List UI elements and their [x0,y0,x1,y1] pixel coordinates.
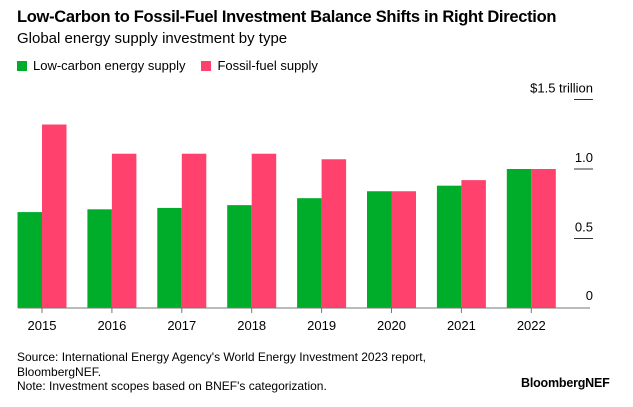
bar-low-carbon-2016 [87,209,112,308]
bar-fossil-fuel-2019 [321,159,347,308]
x-tick-label-2016: 2016 [97,318,126,333]
bar-low-carbon-2018 [227,205,252,308]
x-tick-label-2019: 2019 [307,318,336,333]
note-line: Note: Investment scopes based on BNEF's … [17,379,327,393]
bar-fossil-fuel-2021 [461,180,486,308]
bar-low-carbon-2021 [436,185,462,308]
y-tick-label-0.5: 0.5 [575,220,593,235]
legend-swatch-low-carbon [17,60,27,71]
bar-low-carbon-2017 [157,207,182,308]
legend-label-fossil-fuel: Fossil-fuel supply [217,58,318,73]
bar-fossil-fuel-2016 [111,153,137,308]
bar-low-carbon-2019 [297,198,322,308]
legend-item-low-carbon: Low-carbon energy supply [17,58,185,73]
bar-fossil-fuel-2022 [531,169,556,308]
chart-title: Low-Carbon to Fossil-Fuel Investment Bal… [17,8,557,26]
y-tick-label-0: 0 [586,288,593,303]
bar-fossil-fuel-2020 [391,191,416,308]
x-tick-label-2015: 2015 [28,318,57,333]
legend-swatch-fossil-fuel [201,60,212,71]
brand-logo: BloombergNEF [521,376,610,390]
footnotes: Source: International Energy Agency's Wo… [17,350,426,394]
x-tick-label-2021: 2021 [447,318,476,333]
bar-fossil-fuel-2017 [181,153,207,308]
bar-low-carbon-2015 [17,212,42,308]
legend: Low-carbon energy supply Fossil-fuel sup… [17,58,334,73]
bar-fossil-fuel-2018 [251,153,277,308]
legend-label-low-carbon: Low-carbon energy supply [33,58,186,73]
source-line-2: BloombergNEF. [17,364,102,379]
source-line-1: Source: International Energy Agency's Wo… [17,350,426,364]
x-tick-label-2017: 2017 [167,318,196,333]
x-tick-label-2018: 2018 [237,318,266,333]
legend-item-fossil-fuel: Fossil-fuel supply [201,58,318,73]
bar-fossil-fuel-2015 [42,124,67,309]
x-tick-label-2022: 2022 [517,318,546,333]
chart-subtitle: Global energy supply investment by type [17,30,288,47]
bar-low-carbon-2020 [367,191,392,308]
x-tick-label-2020: 2020 [377,318,406,333]
y-tick-label-1.5: $1.5 trillion [530,81,593,96]
bar-low-carbon-2022 [506,169,532,308]
y-tick-label-1: 1.0 [575,150,593,165]
